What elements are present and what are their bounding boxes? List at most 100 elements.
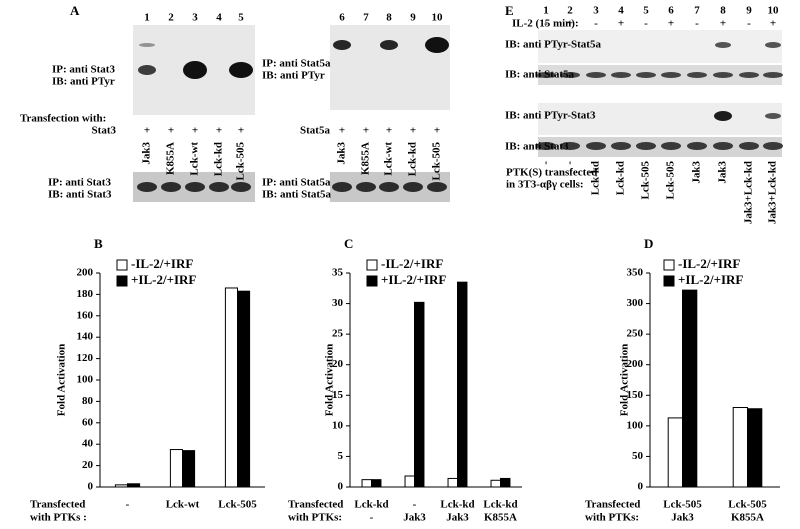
- x-axis-label: Transfected: [288, 499, 343, 511]
- band: [739, 142, 759, 150]
- bar: [169, 449, 183, 488]
- y-tick-label: 0: [638, 481, 644, 493]
- band: [763, 142, 783, 150]
- construct: Stat5a: [300, 125, 330, 137]
- lane-label: Jak3: [691, 161, 703, 184]
- plus: +: [238, 125, 244, 137]
- lane-number: 2: [567, 5, 573, 17]
- blot-label: IP: anti Stat5a: [262, 177, 331, 189]
- band: [687, 142, 707, 150]
- band: [611, 72, 631, 78]
- x-tick-label: Lck-kd: [483, 499, 517, 511]
- lane-number: 7: [363, 12, 369, 24]
- band: [183, 61, 207, 79]
- bar: [732, 407, 749, 488]
- lane-label: Lck-kd: [213, 142, 225, 176]
- y-tick-label: 80: [82, 395, 94, 407]
- bar: [682, 289, 698, 488]
- blot-label: IB: anti Stat3: [48, 189, 112, 201]
- lane-number: 10: [768, 5, 780, 17]
- lane-label: Lck-kd: [590, 161, 602, 195]
- bar: [447, 477, 459, 488]
- legend-swatch: [663, 259, 675, 271]
- band: [379, 182, 399, 192]
- blot-label: IB: anti PTyr-Stat3: [505, 110, 596, 122]
- y-tick-label: 100: [627, 419, 644, 431]
- y-tick-label: 160: [77, 309, 94, 321]
- bar: [127, 483, 141, 488]
- lane-label: Jak3+Lck-kd: [743, 161, 755, 224]
- plus: +: [144, 125, 150, 137]
- lane-number: 10: [432, 12, 444, 24]
- x-axis-label: Transfected: [30, 499, 85, 511]
- bar: [361, 479, 373, 488]
- lane-number: 1: [543, 5, 549, 17]
- il2-sign: -: [594, 18, 598, 30]
- blot-label: IB: anti Stat5a: [262, 189, 332, 201]
- x-tick-label: -: [126, 499, 130, 511]
- blot-label: IB: anti PTyr-Stat5a: [505, 39, 601, 51]
- lane-number: 4: [618, 5, 624, 17]
- x-tick-label: Jak3: [403, 512, 426, 524]
- y-axis-label: Fold Activation: [324, 344, 336, 416]
- lane-number: 5: [643, 5, 649, 17]
- x-axis-label: with PTKs:: [288, 512, 342, 524]
- band: [185, 182, 205, 192]
- plus: +: [168, 125, 174, 137]
- x-tick-label: Jak3: [446, 512, 469, 524]
- x-tick-label: Lck-kd: [354, 499, 388, 511]
- il2-sign: +: [618, 18, 624, 30]
- x-tick-label: K855A: [731, 512, 764, 524]
- ptk-label: in 3T3-αβγ cells:: [506, 179, 584, 191]
- blot-label: IP: anti Stat5a: [262, 58, 331, 70]
- il2-sign: +: [770, 18, 776, 30]
- y-tick-label: 350: [627, 267, 644, 279]
- bar: [114, 484, 129, 488]
- legend-label: -IL-2/+IRF: [131, 256, 193, 271]
- band: [209, 182, 229, 192]
- x-tick-label: Jak3: [671, 512, 694, 524]
- lane-label: Lck-505: [665, 161, 677, 200]
- lane-number: 3: [593, 5, 599, 17]
- bar: [404, 475, 416, 488]
- blot-label: IB: anti Stat3: [505, 141, 569, 153]
- lane-label: Lck-505: [235, 142, 247, 181]
- blot: [538, 103, 782, 135]
- y-tick-label: 50: [632, 450, 644, 462]
- lane-number: 8: [720, 5, 726, 17]
- band: [687, 72, 707, 78]
- band: [636, 72, 656, 78]
- transfection-label: Transfection with:: [20, 113, 106, 125]
- blot: [538, 65, 782, 85]
- il2-sign: +: [567, 18, 573, 30]
- lane-label: Lck-wt: [383, 142, 395, 176]
- y-axis-label: Fold Activation: [619, 344, 631, 416]
- lane-label: Jak3: [141, 142, 153, 165]
- blot: [538, 30, 782, 63]
- band: [586, 142, 606, 150]
- band: [333, 40, 351, 50]
- band: [715, 42, 731, 48]
- bar: [224, 287, 238, 488]
- band: [138, 65, 156, 75]
- band: [161, 182, 181, 192]
- lane-number: 9: [410, 12, 416, 24]
- y-tick-label: 5: [338, 450, 344, 462]
- x-tick-label: Lck-kd: [440, 499, 474, 511]
- plus: +: [216, 125, 222, 137]
- panel-label: C: [344, 236, 353, 251]
- band: [536, 72, 556, 78]
- plus: +: [386, 125, 392, 137]
- band: [137, 182, 157, 192]
- y-tick-label: 200: [77, 267, 94, 279]
- plus: +: [410, 125, 416, 137]
- band: [765, 113, 781, 119]
- y-tick-label: 120: [77, 352, 94, 364]
- y-tick-label: 180: [77, 288, 94, 300]
- plus: +: [363, 125, 369, 137]
- legend-label: -IL-2/+IRF: [381, 256, 443, 271]
- band: [611, 142, 631, 150]
- band: [403, 182, 423, 192]
- lane-number: 9: [746, 5, 752, 17]
- band: [739, 72, 759, 78]
